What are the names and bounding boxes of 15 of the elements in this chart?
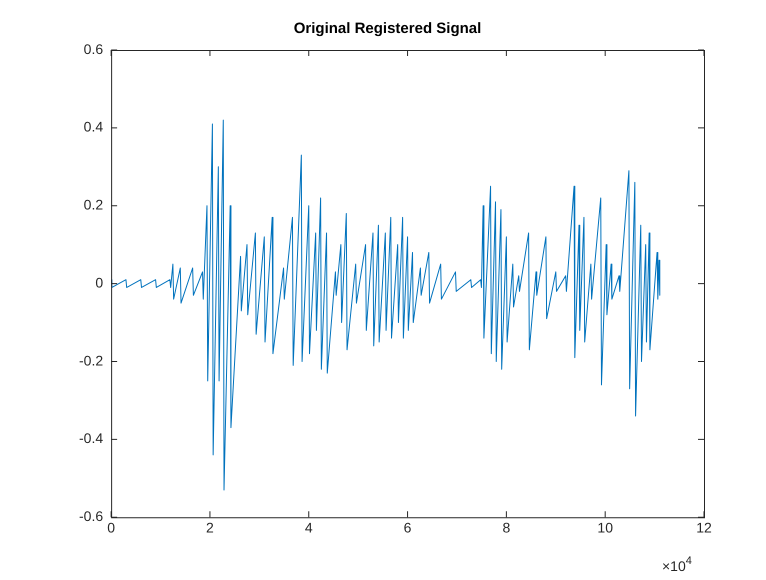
x-tick-label: 6 bbox=[404, 519, 412, 536]
x-tick-label: 12 bbox=[696, 519, 712, 536]
x-tick-label: 4 bbox=[304, 519, 313, 536]
y-tick-label: -0.2 bbox=[79, 352, 104, 368]
x-tick-label: 0 bbox=[107, 519, 116, 536]
y-tick-label: -0.6 bbox=[79, 508, 104, 524]
y-tick-label: -0.4 bbox=[79, 430, 104, 446]
y-tick-label: 0.4 bbox=[84, 118, 104, 135]
x-tick-label: 10 bbox=[597, 519, 614, 536]
x-tick-label: 8 bbox=[502, 519, 510, 536]
chart-title: Original Registered Signal bbox=[294, 20, 482, 38]
y-tick-label: 0.6 bbox=[84, 40, 104, 57]
x-tick-label: 2 bbox=[206, 519, 214, 536]
y-tick-label: 0.2 bbox=[84, 196, 104, 213]
y-tick-label: 0 bbox=[95, 274, 104, 290]
